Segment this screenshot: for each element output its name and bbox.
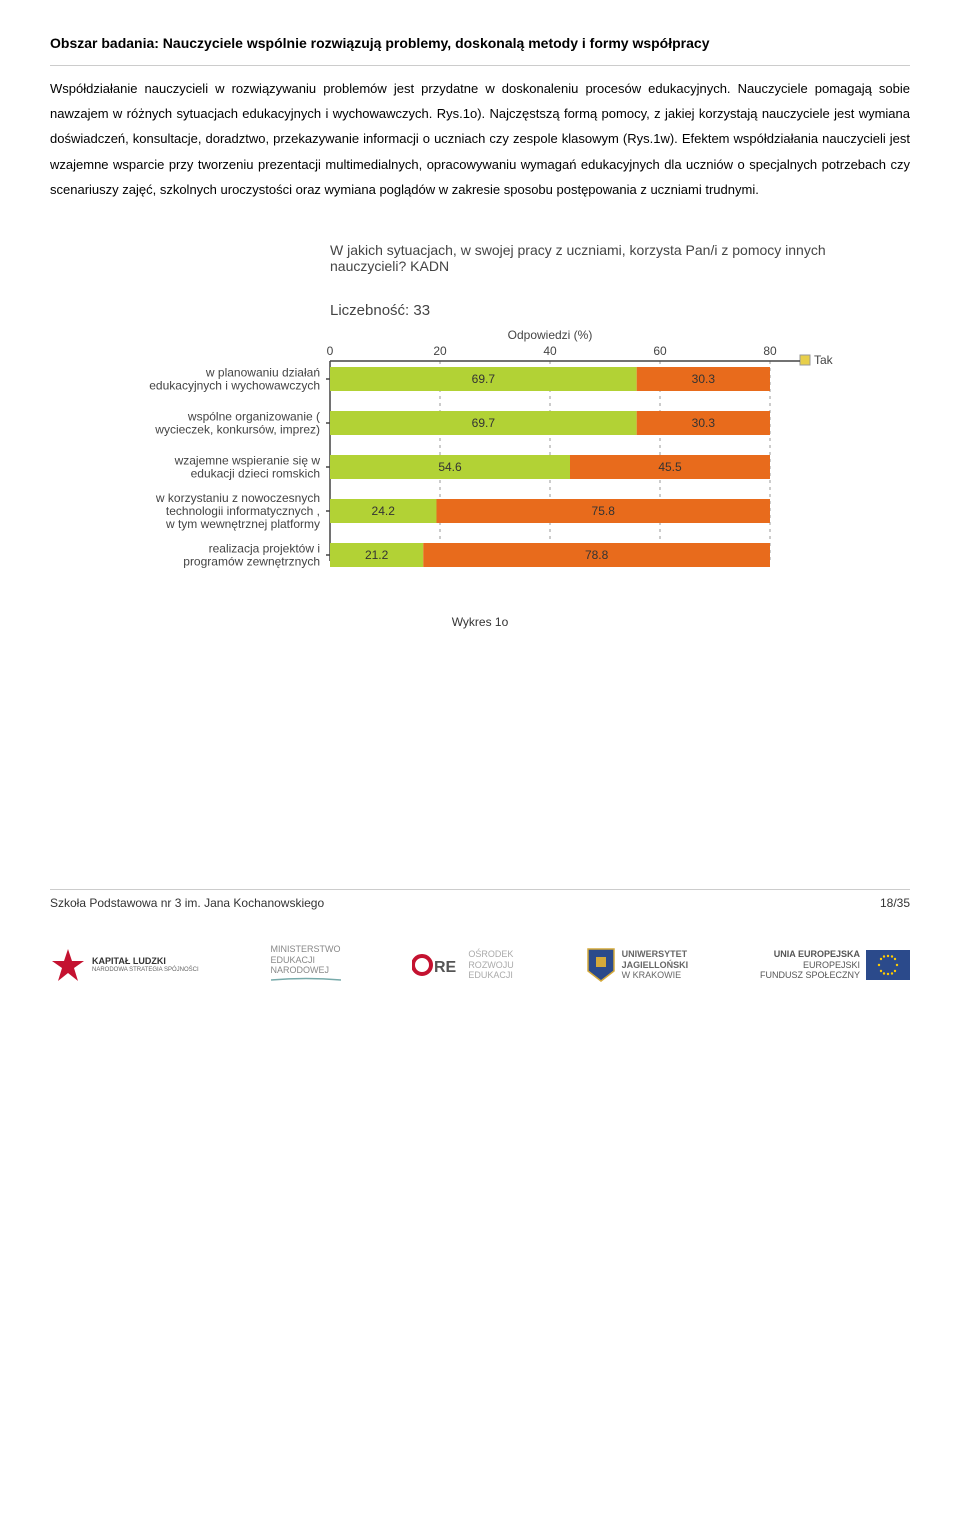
svg-text:20: 20 — [433, 344, 447, 358]
heading-divider — [50, 65, 910, 66]
svg-text:Tak: Tak — [814, 353, 834, 367]
svg-text:24.2: 24.2 — [372, 504, 396, 518]
svg-text:69.7: 69.7 — [472, 372, 496, 386]
eu-flag-icon — [866, 950, 910, 980]
logo-text: W KRAKOWIE — [622, 970, 689, 980]
svg-text:Odpowiedzi (%): Odpowiedzi (%) — [508, 328, 593, 342]
footer-row: Szkoła Podstawowa nr 3 im. Jana Kochanow… — [50, 896, 910, 910]
logo-eu: UNIA EUROPEJSKA EUROPEJSKI FUNDUSZ SPOŁE… — [760, 949, 910, 980]
svg-text:RE: RE — [434, 959, 457, 976]
chart-title: W jakich sytuacjach, w swojej pracy z uc… — [330, 242, 850, 274]
svg-text:30.3: 30.3 — [692, 372, 716, 386]
ore-icon: RE — [412, 948, 462, 982]
bar-chart: Odpowiedzi (%) 0 20 40 60 80 Tak w planowaniu d… — [110, 327, 850, 591]
svg-text:69.7: 69.7 — [472, 416, 496, 430]
logo-text: NARODOWEJ — [271, 965, 341, 975]
footer-left: Szkoła Podstawowa nr 3 im. Jana Kochanow… — [50, 896, 324, 910]
shield-icon — [586, 947, 616, 983]
chart-count: Liczebność: 33 — [330, 302, 850, 319]
logo-uj: UNIWERSYTET JAGIELLOŃSKI W KRAKOWIE — [586, 947, 689, 983]
logo-text: EUROPEJSKI — [760, 960, 860, 970]
svg-text:programów zewnętrznych: programów zewnętrznych — [183, 555, 320, 569]
logo-men: MINISTERSTWO EDUKACJI NARODOWEJ — [271, 944, 341, 985]
svg-text:wzajemne wspieranie się w: wzajemne wspieranie się w — [174, 454, 321, 468]
logo-text: MINISTERSTWO — [271, 944, 341, 954]
svg-text:60: 60 — [653, 344, 667, 358]
logo-text: KAPITAŁ LUDZKI — [92, 956, 199, 966]
logo-text: ROZWOJU — [468, 960, 514, 970]
logo-text: UNIWERSYTET — [622, 949, 689, 959]
svg-text:54.6: 54.6 — [438, 460, 462, 474]
logo-ore: RE OŚRODEK ROZWOJU EDUKACJI — [412, 948, 514, 982]
svg-text:wycieczek, konkursów, imprez): wycieczek, konkursów, imprez) — [154, 423, 320, 437]
svg-text:40: 40 — [543, 344, 557, 358]
svg-text:30.3: 30.3 — [692, 416, 716, 430]
logo-kapital-ludzki: KAPITAŁ LUDZKI NARODOWA STRATEGIA SPÓJNO… — [50, 947, 199, 983]
svg-text:45.5: 45.5 — [658, 460, 682, 474]
svg-text:80: 80 — [763, 344, 777, 358]
svg-text:w tym wewnętrznej platformy: w tym wewnętrznej platformy — [165, 517, 320, 531]
logo-text: EDUKACJI — [468, 970, 514, 980]
svg-text:21.2: 21.2 — [365, 548, 389, 562]
logo-text: OŚRODEK — [468, 949, 514, 959]
logos-row: KAPITAŁ LUDZKI NARODOWA STRATEGIA SPÓJNO… — [50, 934, 910, 1015]
star-icon — [50, 947, 86, 983]
underline-icon — [271, 977, 341, 983]
svg-text:realizacja projektów i: realizacja projektów i — [209, 542, 320, 556]
body-paragraph: Współdziałanie nauczycieli w rozwiązywan… — [50, 76, 910, 203]
chart-container: W jakich sytuacjach, w swojej pracy z uc… — [110, 242, 850, 591]
figure-label: Wykres 1o — [50, 615, 910, 629]
footer-right: 18/35 — [880, 896, 910, 910]
svg-text:w planowaniu działań: w planowaniu działań — [205, 366, 320, 380]
svg-text:78.8: 78.8 — [585, 548, 609, 562]
svg-text:technologii informatycznych ,: technologii informatycznych , — [166, 504, 320, 518]
svg-text:edukacji dzieci romskich: edukacji dzieci romskich — [191, 467, 320, 481]
logo-text: JAGIELLOŃSKI — [622, 960, 689, 970]
logo-text: NARODOWA STRATEGIA SPÓJNOŚCI — [92, 967, 199, 974]
logo-text: EDUKACJI — [271, 955, 341, 965]
svg-text:w korzystaniu z nowoczesnych: w korzystaniu z nowoczesnych — [155, 491, 320, 505]
logo-text: FUNDUSZ SPOŁECZNY — [760, 970, 860, 980]
svg-text:0: 0 — [327, 344, 334, 358]
footer-divider — [50, 889, 910, 890]
logo-text: UNIA EUROPEJSKA — [760, 949, 860, 959]
svg-text:edukacyjnych i wychowawczych: edukacyjnych i wychowawczych — [149, 379, 320, 393]
section-heading: Obszar badania: Nauczyciele wspólnie roz… — [50, 30, 910, 57]
svg-text:wspólne organizowanie (: wspólne organizowanie ( — [187, 410, 320, 424]
svg-text:75.8: 75.8 — [592, 504, 616, 518]
